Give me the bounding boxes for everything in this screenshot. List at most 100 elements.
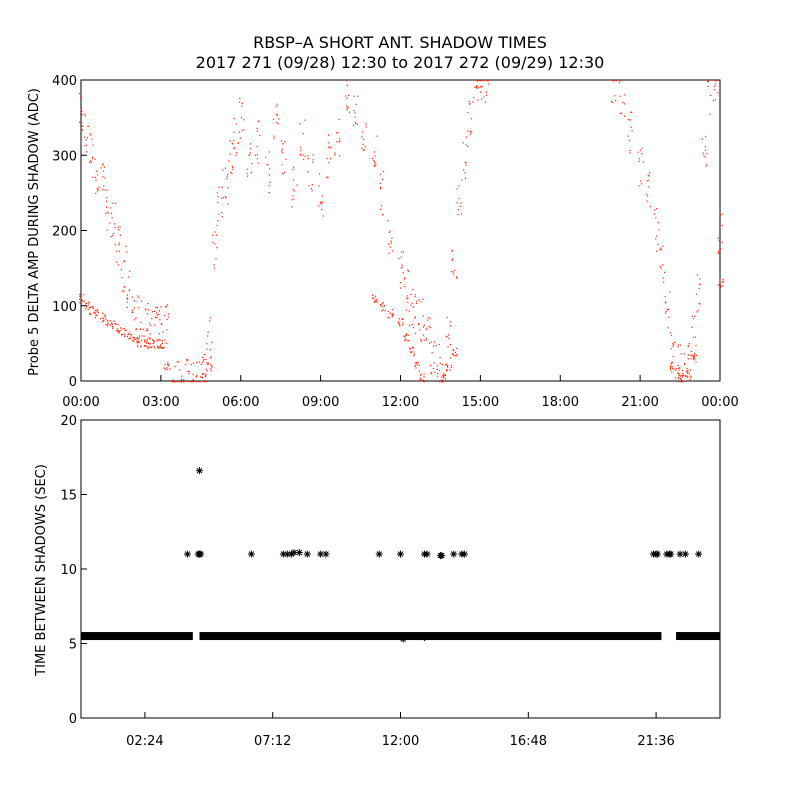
top-data-point xyxy=(654,209,656,211)
top-data-point xyxy=(232,168,234,171)
top-data-point xyxy=(687,376,689,378)
top-x-tick-label: 18:00 xyxy=(542,395,579,410)
top-data-point xyxy=(243,119,245,121)
top-data-point xyxy=(641,147,643,149)
top-data-point xyxy=(111,212,113,214)
top-data-point xyxy=(402,272,404,274)
top-data-point xyxy=(690,358,692,360)
top-data-point xyxy=(181,375,183,377)
top-data-point xyxy=(692,358,695,360)
top-data-point xyxy=(678,381,680,383)
top-data-point xyxy=(198,361,201,363)
top-data-point xyxy=(150,346,153,348)
top-data-point xyxy=(133,340,135,342)
top-data-point xyxy=(647,174,649,176)
top-data-point xyxy=(302,133,304,135)
bottom-data-point xyxy=(423,550,431,558)
top-data-point xyxy=(429,326,431,328)
top-data-point xyxy=(310,188,313,190)
top-data-point xyxy=(398,321,400,323)
top-data-point xyxy=(666,308,668,311)
top-data-point xyxy=(337,132,339,134)
top-data-point xyxy=(96,314,98,316)
top-data-point xyxy=(467,130,469,132)
top-data-point xyxy=(265,156,267,158)
top-data-point xyxy=(104,189,106,191)
top-data-point xyxy=(105,318,107,320)
top-data-point xyxy=(143,335,145,337)
top-data-point xyxy=(467,112,469,114)
top-data-point xyxy=(362,131,364,133)
top-data-point xyxy=(80,109,82,111)
top-data-point xyxy=(465,161,467,164)
top-data-point xyxy=(210,317,212,319)
top-data-point xyxy=(452,353,454,355)
top-data-point xyxy=(670,332,672,334)
bottom-data-point xyxy=(695,550,703,558)
top-data-point xyxy=(691,354,693,356)
top-data-point xyxy=(373,160,375,162)
top-data-point xyxy=(709,95,711,97)
top-data-point xyxy=(105,212,107,215)
top-data-point xyxy=(154,316,156,318)
top-data-point xyxy=(653,213,655,215)
top-data-point xyxy=(131,334,133,336)
top-data-point xyxy=(670,334,673,337)
top-data-point xyxy=(441,364,443,366)
top-data-point xyxy=(374,161,376,163)
top-data-point xyxy=(94,312,96,314)
top-data-point xyxy=(672,361,674,363)
top-data-point xyxy=(691,326,693,328)
bottom-y-axis: 0 5 10 15 20 xyxy=(60,414,87,727)
bottom-plot-frame xyxy=(80,419,721,719)
top-data-point xyxy=(291,199,293,201)
top-data-point xyxy=(149,338,151,340)
top-data-point xyxy=(132,340,134,342)
top-data-point xyxy=(453,350,455,352)
top-data-point xyxy=(686,368,688,370)
top-data-point xyxy=(672,355,674,358)
top-data-point xyxy=(206,362,208,364)
top-data-point xyxy=(391,316,393,318)
top-data-point xyxy=(161,323,163,326)
top-data-point xyxy=(90,160,92,162)
top-data-point xyxy=(410,348,412,350)
top-data-point xyxy=(722,278,724,281)
top-data-point xyxy=(106,211,108,213)
top-data-point xyxy=(430,341,433,343)
top-data-point xyxy=(83,301,85,303)
top-data-point xyxy=(312,159,314,161)
top-data-point xyxy=(416,363,418,365)
top-data-point xyxy=(276,114,279,116)
top-data-point xyxy=(388,252,390,254)
top-data-point xyxy=(704,156,706,158)
top-data-point xyxy=(474,86,476,88)
top-data-point xyxy=(338,141,340,143)
top-data-point xyxy=(89,161,91,163)
top-data-point xyxy=(276,121,278,124)
top-data-point xyxy=(237,142,240,144)
top-x-tick-label: 15:00 xyxy=(462,395,499,410)
bottom-data-point xyxy=(322,550,330,558)
top-data-point xyxy=(209,357,211,359)
top-data-point xyxy=(97,189,99,191)
top-data-point xyxy=(443,381,445,383)
top-data-point xyxy=(183,379,185,381)
top-data-point xyxy=(78,93,80,95)
top-data-point xyxy=(433,362,435,364)
top-data-point xyxy=(192,379,194,381)
top-data-point xyxy=(682,380,684,382)
top-data-point xyxy=(672,367,674,369)
top-data-point xyxy=(115,329,118,331)
top-data-point xyxy=(121,276,123,279)
top-data-point xyxy=(451,250,453,252)
top-data-point xyxy=(415,332,417,334)
top-data-point xyxy=(353,95,355,97)
top-data-point xyxy=(92,144,94,146)
top-x-tick-label: 21:00 xyxy=(621,395,658,410)
top-data-point xyxy=(149,333,151,335)
top-data-point xyxy=(268,185,270,187)
top-data-point xyxy=(454,269,456,271)
top-data-point xyxy=(159,346,161,348)
top-data-point xyxy=(402,318,404,320)
